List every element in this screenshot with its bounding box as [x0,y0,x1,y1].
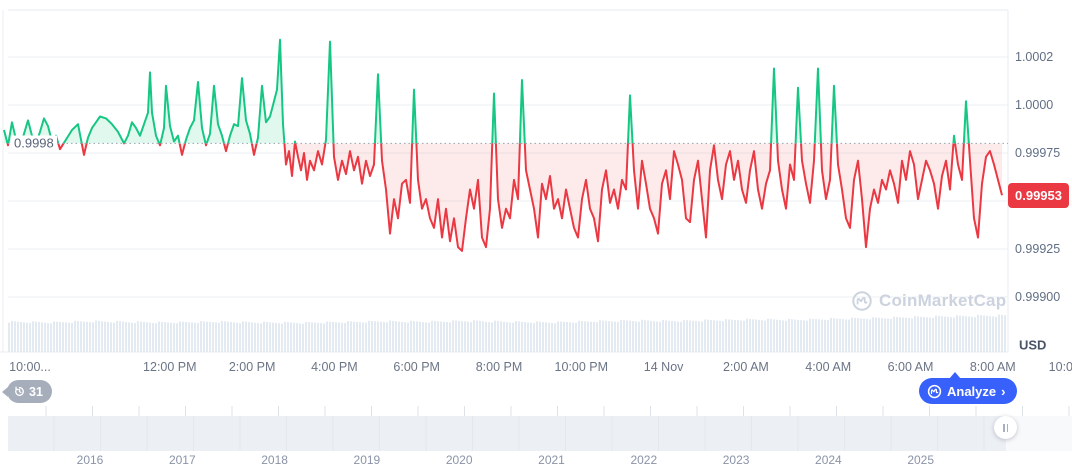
currency-unit-label: USD [1019,337,1047,353]
navigator-year-label: 2024 [815,453,842,467]
baseline-price-label: 0.9998 [11,135,57,151]
x-axis-tick-label: 2:00 PM [228,360,276,374]
navigator-year-label: 2021 [538,453,565,467]
y-axis-tick-label: 1.0002 [1015,50,1054,64]
analyze-button[interactable]: Analyze › [919,372,1018,404]
navigator-year-label: 2022 [630,453,658,467]
navigator-year-label: 2017 [168,453,196,467]
navigator-year-label: 2019 [353,453,381,467]
navigator-year-label: 2025 [907,453,935,467]
x-axis-tick-label: 4:00 PM [311,360,358,374]
watermark-text: CoinMarketCap [879,291,1007,310]
navigator-unselected-range[interactable] [1006,416,1072,451]
y-axis-tick-label: 1.0000 [1015,98,1054,112]
analyze-button-tail [949,372,961,379]
x-axis-tick-label: 6:00 PM [393,360,440,374]
navigator-year-label: 2018 [261,453,288,467]
badge-left-tail [2,387,8,397]
chevron-right-icon: › [1001,383,1006,399]
navigator-drag-handle[interactable] [994,416,1017,439]
x-axis-tick-label: 2:00 AM [722,360,769,374]
current-price-badge: 0.99953 [1008,183,1069,208]
navigator-year-label: 2020 [445,453,473,467]
y-axis-tick-label: 0.99975 [1015,146,1061,160]
y-axis-tick-label: 0.99900 [1015,290,1061,304]
x-axis-tick-label: 10:00 PM [554,360,609,374]
x-axis-tick-label: 6:00 AM [887,360,934,374]
navigator-year-label: 2023 [722,453,750,467]
navigator-year-label: 2016 [76,453,104,467]
x-axis-tick-label: 12:00 PM [143,360,197,374]
coinmarketcap-logo-icon [852,291,872,311]
coinmarketcap-logo-icon [927,384,942,398]
x-axis-tick-label: 8:00 PM [475,360,523,374]
history-count-badge[interactable]: 31 [2,380,52,403]
coinmarketcap-watermark: CoinMarketCap [851,290,1006,312]
navigator-selected-range[interactable] [8,416,1006,451]
analyze-label: Analyze [947,383,997,399]
x-axis-tick-label: 10:00... [9,360,51,374]
clock-history-icon [15,386,24,396]
navigator-ticks [0,406,1072,416]
x-axis-tick-label: 8:00 AM [969,360,1016,374]
x-axis-tick-label: 4:00 AM [805,360,852,374]
y-axis-tick-label: 0.99925 [1015,242,1061,256]
x-axis-tick-label: 10:00 AM [1048,360,1072,374]
history-count: 31 [29,384,43,399]
x-axis-tick-label: 14 Nov [643,360,684,374]
